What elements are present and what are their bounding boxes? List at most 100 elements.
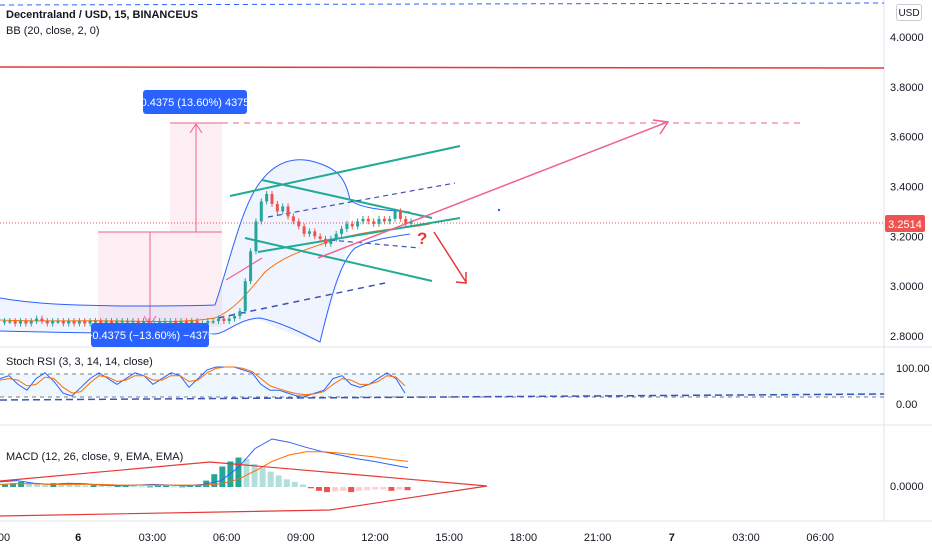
bb-legend[interactable]: BB (20, close, 2, 0) — [6, 25, 100, 37]
chart-title[interactable]: Decentraland / USD, 15, BINANCEUS — [6, 9, 198, 21]
macd-bar — [179, 486, 186, 488]
drop-arrow-line[interactable] — [433, 231, 467, 283]
measure-down-label-box[interactable]: −0.4375 (−13.60%) −4375 — [86, 323, 214, 347]
price-tick-label: 3.8000 — [890, 82, 924, 94]
macd-legend[interactable]: MACD (12, 26, close, 9, EMA, EMA) — [6, 451, 184, 463]
candle-body — [3, 321, 6, 323]
time-tick-label: 06:00 — [806, 532, 834, 544]
candle-body — [318, 236, 322, 239]
candle-body — [13, 321, 17, 324]
measure-down-label: −0.4375 (−13.60%) −4375 — [86, 330, 214, 342]
rsi-legend[interactable]: Stoch RSI (3, 3, 14, 14, close) — [6, 356, 153, 368]
candle-body — [67, 321, 71, 324]
macd-bar — [251, 463, 258, 487]
candle-body — [366, 218, 370, 222]
rsi-k-line — [0, 366, 406, 397]
candle-body — [372, 221, 376, 224]
macd-bar — [163, 485, 169, 487]
macd-bar — [82, 485, 89, 487]
candle-body — [158, 321, 162, 324]
macd-histogram[interactable] — [2, 457, 411, 493]
macd-bar — [195, 484, 202, 487]
candle-body — [126, 321, 130, 323]
macd-bar — [26, 482, 33, 487]
time-tick-label: 06:00 — [213, 532, 241, 544]
macd-bar — [283, 479, 290, 487]
macd-bar — [154, 485, 161, 487]
pennant-upper-line[interactable] — [261, 179, 433, 219]
macd-bar — [98, 485, 105, 487]
price-badge: 3.2514 — [885, 215, 925, 232]
currency-button[interactable]: USD — [896, 4, 922, 21]
macd-lines[interactable] — [0, 438, 409, 487]
candle-body — [217, 318, 220, 322]
macd-wedge-annotation[interactable] — [0, 461, 488, 517]
candle-body — [61, 321, 65, 324]
measure-up-label-box[interactable]: 0.4375 (13.60%) 4375 — [141, 90, 250, 114]
candle-body — [190, 321, 194, 324]
channel-lower-line[interactable] — [244, 237, 433, 282]
candle-body — [291, 216, 295, 222]
candle-body — [404, 218, 408, 224]
rsi-tick-100: 100.00 — [896, 363, 930, 375]
top-trend-line[interactable] — [0, 2, 885, 6]
price-tick-label: 3.6000 — [890, 132, 924, 144]
candle-body — [265, 193, 269, 202]
candle-body — [243, 281, 247, 312]
price-axis[interactable]: 4.0000 3.8000 3.6000 3.4000 3.2000 3.0000 2.80… — [890, 32, 924, 343]
rsi-trend-line[interactable] — [0, 393, 885, 401]
time-axis[interactable]: 00 6 03:00 06:00 09:00 12:00 15:00 18:00 21:00 7 0… — [0, 532, 834, 544]
candle-body — [29, 321, 33, 324]
macd-bar — [146, 486, 153, 488]
macd-bar — [219, 466, 226, 487]
macd-bar — [122, 485, 129, 487]
candle-body — [19, 321, 23, 324]
rsi-d-line — [0, 366, 406, 396]
candle-body — [340, 228, 344, 234]
macd-bar — [388, 487, 395, 491]
candle-body — [345, 223, 349, 229]
macd-bar — [243, 458, 250, 487]
candle-body — [93, 321, 97, 323]
macd-bar — [404, 487, 411, 491]
rsi-band-fill — [0, 374, 884, 397]
question-mark-annotation: ? — [417, 229, 427, 248]
macd-bar — [50, 483, 57, 487]
pennant-lower-line[interactable] — [257, 217, 461, 253]
macd-bar — [380, 487, 387, 490]
lower-dashed-line[interactable] — [329, 239, 421, 249]
resistance-line[interactable] — [0, 66, 885, 69]
candle-body — [136, 321, 140, 324]
projection-line[interactable] — [317, 122, 666, 259]
candle-body — [99, 321, 103, 324]
macd-bar — [227, 461, 234, 487]
mid-dashed-line[interactable] — [267, 182, 456, 218]
macd-bar — [356, 487, 363, 491]
macd-bar — [10, 483, 17, 487]
cursor-dot — [497, 208, 501, 212]
candle-body — [329, 238, 333, 244]
macd-bar — [34, 483, 41, 487]
candle-body — [393, 211, 397, 219]
candle-body — [286, 206, 290, 217]
last-price-value: 3.2514 — [888, 219, 922, 231]
small-trend-line[interactable] — [225, 257, 263, 281]
macd-bar — [396, 487, 403, 490]
candle-body — [88, 321, 92, 324]
macd-bar — [211, 474, 218, 487]
time-tick-label: 21:00 — [584, 532, 612, 544]
channel-upper-line[interactable] — [229, 145, 461, 197]
measure-up-label-bg — [143, 90, 247, 114]
macd-bar — [74, 485, 81, 487]
candle-body — [233, 316, 237, 319]
candle-body — [24, 321, 28, 324]
stoch-rsi-lines[interactable] — [0, 366, 406, 397]
candle-body — [356, 221, 360, 227]
candle-body — [297, 221, 301, 227]
macd-bar — [275, 475, 282, 487]
projection-arrowhead — [652, 119, 670, 135]
measure-down-zone[interactable] — [98, 232, 222, 327]
macd-bar — [348, 487, 355, 493]
pattern-lines[interactable] — [217, 119, 670, 319]
